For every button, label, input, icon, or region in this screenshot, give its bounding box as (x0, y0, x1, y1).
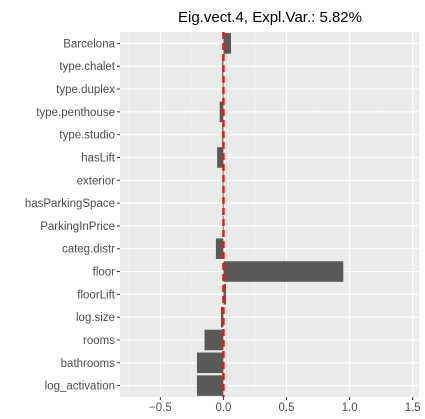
bar-log_activation (196, 375, 224, 396)
y-tick-label: ParkingInPrice (40, 221, 115, 233)
y-tick-label: type.studio (59, 130, 115, 142)
bar-type.penthouse (219, 101, 224, 123)
y-tick-label: floorLift (77, 289, 116, 301)
bar-bathrooms (196, 352, 224, 374)
y-tick-label: hasParkingSpace (25, 198, 115, 210)
y-tick-label: type.penthouse (36, 107, 115, 119)
plot-panel (120, 32, 419, 397)
y-tick-label: Barcelona (63, 38, 115, 50)
x-tick-label: 1.5 (405, 402, 421, 414)
y-tick-label: log_activation (45, 381, 115, 393)
y-tick-label: type.chalet (59, 61, 115, 73)
x-tick-label: −0.5 (149, 402, 172, 414)
y-tick-label: bathrooms (61, 358, 116, 370)
grid-lines (120, 32, 419, 397)
bar-hasLift (217, 147, 224, 168)
bar-Barcelona (223, 33, 232, 54)
x-tick-label: 1.0 (342, 402, 358, 414)
bar-floor (223, 261, 344, 282)
y-tick-label: hasLift (81, 152, 116, 164)
x-axis: −0.5 0.0 0.5 1.0 1.5 (149, 397, 421, 414)
bar-floorLift (223, 284, 226, 305)
y-tick-label: categ.distr (62, 244, 115, 256)
bar-log.size (220, 306, 224, 328)
y-tick-label: log.size (76, 312, 115, 324)
y-tick-label: rooms (83, 335, 115, 347)
bar-rooms (204, 329, 224, 351)
y-tick-label: exterior (77, 175, 116, 187)
x-tick-label: 0.5 (279, 402, 295, 414)
y-axis: Barcelona type.chalet type.duplex type.pent… (25, 38, 120, 393)
bar-categ.distr (215, 238, 224, 259)
y-tick-label: floor (93, 267, 116, 279)
x-tick-label: 0.0 (215, 402, 231, 414)
y-tick-label: type.duplex (56, 84, 115, 96)
chart-title: Eig.vect.4, Expl.Var.: 5.82% (178, 9, 362, 26)
